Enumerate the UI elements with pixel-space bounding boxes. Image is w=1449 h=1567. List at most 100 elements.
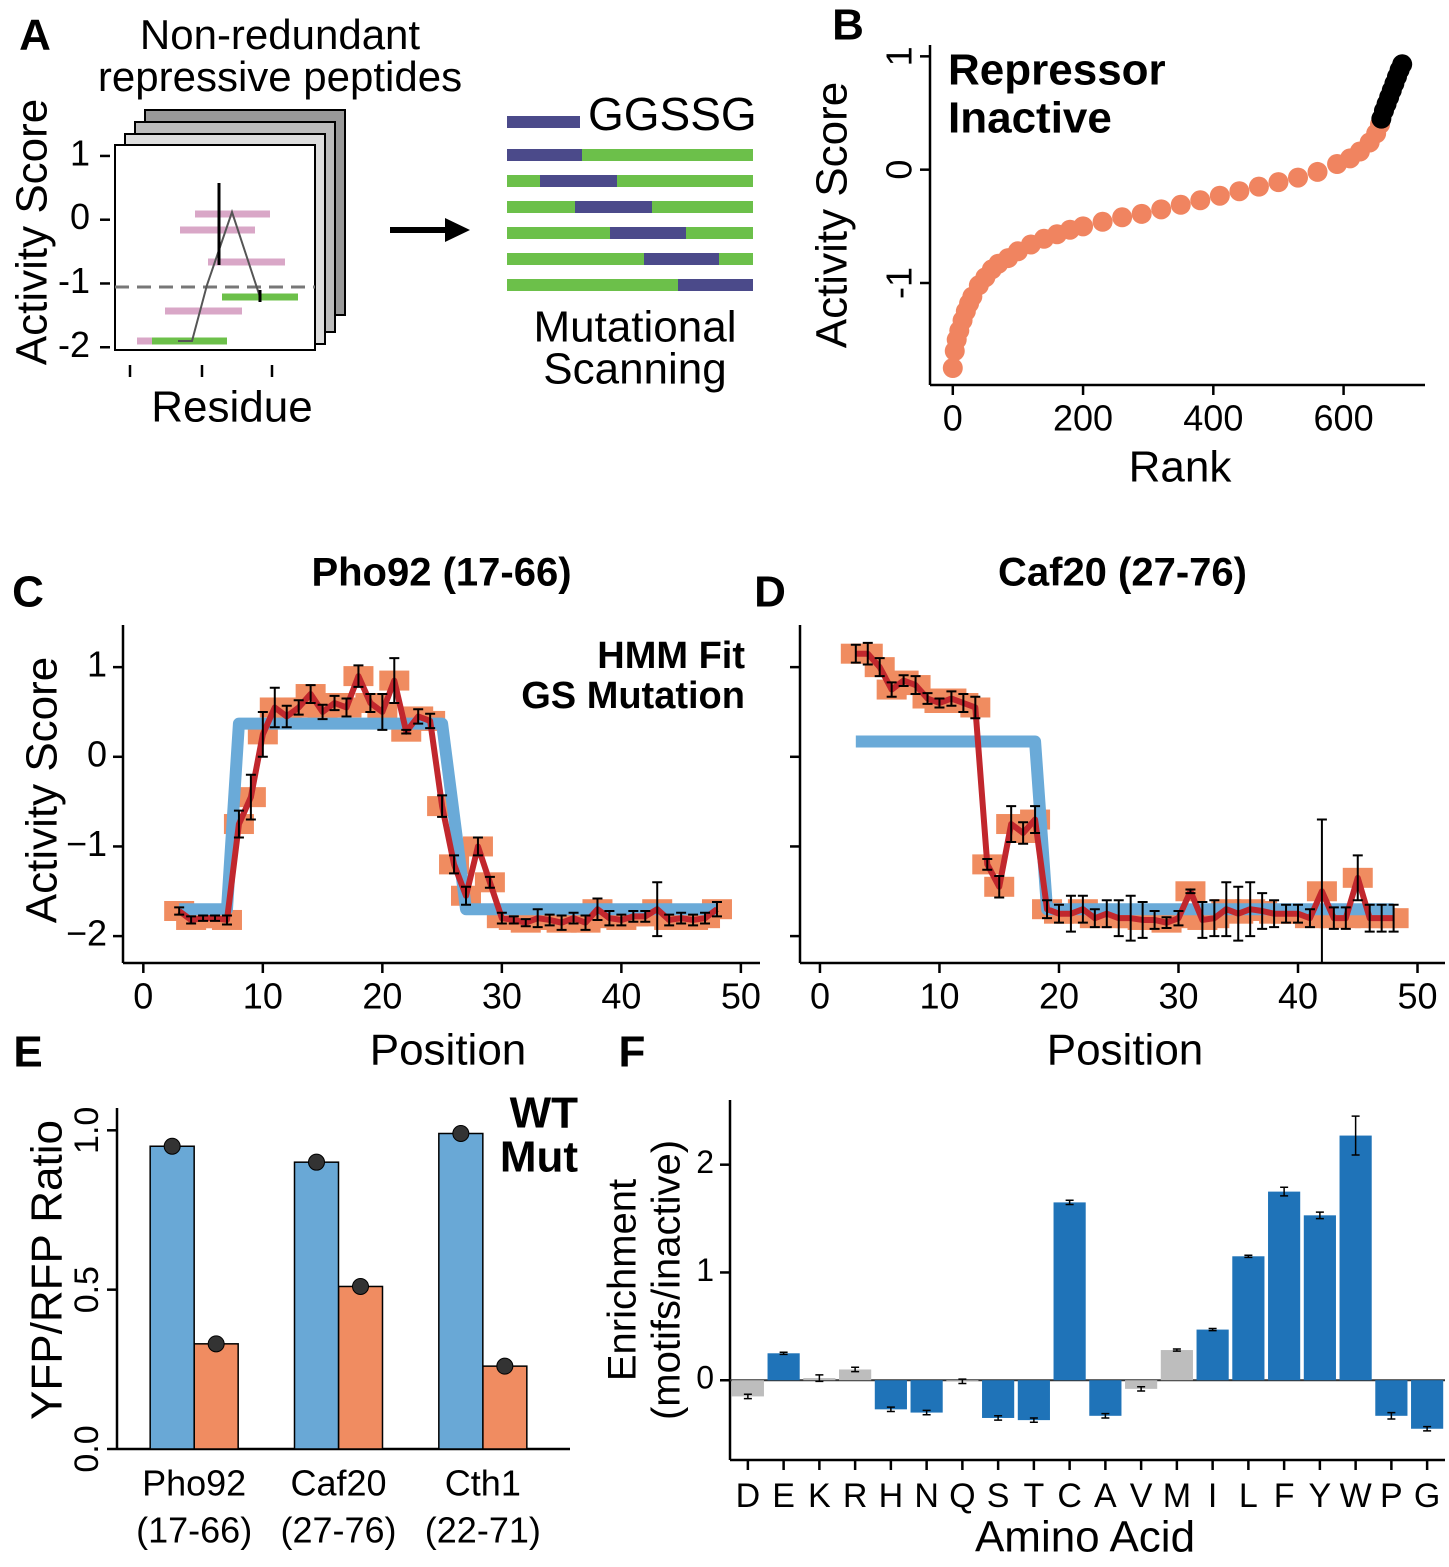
error-bar [1221, 881, 1232, 938]
y-tick-label: 1 [87, 644, 107, 685]
error-bar [449, 854, 460, 875]
error-bar [1423, 1425, 1432, 1432]
bar [149, 1145, 195, 1450]
scan-segment [575, 201, 652, 213]
x-tick-label: M [1163, 1477, 1191, 1515]
x-tick-label: (22-71) [425, 1510, 541, 1551]
error-bar [257, 710, 268, 758]
x-tick-label: F [1274, 1477, 1295, 1515]
legend-label: HMM Fit [597, 635, 745, 677]
bar [910, 1380, 943, 1413]
error-bar [1376, 903, 1387, 933]
fit-line [855, 735, 1394, 916]
bar [1196, 1329, 1229, 1381]
error-bar [910, 675, 921, 696]
x-tick-label: C [1057, 1477, 1082, 1515]
error-bar [353, 664, 364, 688]
y-axis-label: Enrichment [601, 1179, 645, 1381]
error-bar [946, 690, 957, 707]
x-tick-label: 30 [1158, 976, 1198, 1017]
bar [193, 1343, 239, 1450]
point [1209, 185, 1230, 206]
legend-label: GS Mutation [521, 675, 745, 717]
x-tick-label: 10 [919, 976, 959, 1017]
error-bar [1030, 805, 1041, 834]
bar [438, 1132, 484, 1450]
x-tick-label: Q [949, 1477, 975, 1515]
replicate-dot [352, 1277, 369, 1295]
y-tick-label: 0 [87, 733, 107, 774]
error-bar [851, 1366, 860, 1373]
x-tick-label: 30 [482, 976, 522, 1017]
error-bar [1269, 899, 1280, 929]
error-bar [779, 1351, 788, 1356]
legend-label: Repressor [948, 46, 1166, 95]
panel-label: C [12, 568, 44, 617]
error-bar [1209, 899, 1220, 938]
y-axis-label: Activity Score [8, 99, 57, 366]
x-axis-label: Residue [151, 383, 312, 432]
error-bar [970, 695, 981, 720]
error-bar [496, 911, 507, 925]
panel-label: E [13, 1028, 42, 1077]
x-tick-label: Cth1 [445, 1463, 521, 1504]
x-tick-label: Pho92 [142, 1463, 246, 1504]
x-tick-label: N [914, 1477, 939, 1515]
bar [839, 1369, 872, 1381]
error-bar [389, 657, 400, 704]
x-tick-label: 50 [1397, 976, 1437, 1017]
replicate-dot [163, 1137, 181, 1155]
caption: Mutational [533, 303, 736, 352]
error-bar [174, 906, 185, 916]
error-bar [1006, 805, 1017, 843]
mean-line [855, 650, 1394, 926]
point [1190, 190, 1211, 211]
error-bar [341, 697, 352, 718]
point [1092, 211, 1113, 232]
error-bar [1257, 892, 1268, 930]
error-bar [1125, 894, 1136, 942]
error-bar [329, 694, 340, 712]
error-bar [1340, 906, 1351, 930]
bar [1160, 1350, 1193, 1381]
point [1307, 161, 1328, 182]
error-bar [1137, 901, 1148, 939]
error-bar [815, 1374, 824, 1383]
x-tick-label: 0 [943, 398, 963, 439]
error-bar [616, 913, 627, 927]
error-bar [1137, 1385, 1146, 1392]
linker-label: GGSSG [588, 88, 757, 140]
error-bar [568, 911, 579, 925]
chart-title: Caf20 (27-76) [998, 551, 1247, 595]
error-bar [604, 910, 615, 927]
error-bar [1101, 1412, 1110, 1419]
point [942, 358, 963, 378]
error-bar [1042, 899, 1053, 920]
replicate-dot [452, 1124, 470, 1142]
error-bar [186, 915, 197, 925]
x-tick-label: G [1414, 1477, 1440, 1515]
error-bar [233, 809, 244, 839]
chart-title: Pho92 (17-66) [311, 551, 571, 595]
y-axis-label: Activity Score [808, 82, 857, 349]
error-bar [532, 908, 543, 929]
x-tick-label: H [879, 1477, 904, 1515]
error-bar [850, 643, 861, 664]
error-bar [1352, 854, 1363, 902]
scan-segment [610, 227, 686, 239]
error-bar [934, 697, 945, 709]
point [1151, 199, 1172, 220]
error-bar [592, 897, 603, 921]
bar [874, 1380, 907, 1410]
error-bar [508, 915, 519, 925]
error-bar [377, 693, 388, 731]
scan-segment [678, 279, 753, 291]
bar [293, 1161, 340, 1450]
error-bar [1173, 910, 1184, 927]
error-bar [898, 674, 909, 687]
linker-bar [507, 116, 580, 128]
error-bar [210, 914, 221, 922]
error-bar [1388, 903, 1399, 933]
error-bar [640, 910, 651, 923]
error-bar [711, 901, 722, 918]
